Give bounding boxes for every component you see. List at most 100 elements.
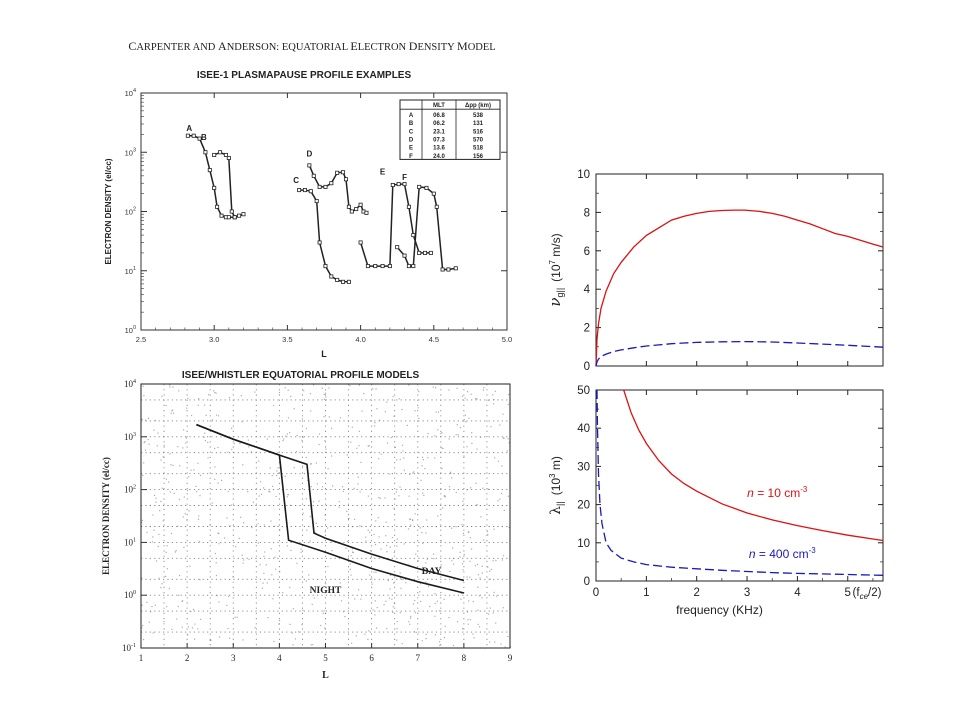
chart4-y-axis-subscript: || <box>555 501 565 506</box>
chart4-x-tick-label: 3 <box>744 587 750 599</box>
chart2-scan-speck <box>432 386 434 388</box>
chart2-scan-speck <box>182 516 184 518</box>
chart2-scan-speck <box>417 560 419 562</box>
chart2-scan-speck <box>350 441 352 443</box>
chart2-scan-speck <box>393 415 395 417</box>
chart1-series-E-point <box>373 264 378 269</box>
chart2-scan-speck <box>427 457 429 459</box>
chart2-scan-speck <box>408 384 410 386</box>
chart2-scan-speck <box>466 576 468 578</box>
chart2-scan-speck <box>179 465 181 467</box>
chart2-scan-speck <box>423 494 425 496</box>
chart2-scan-speck <box>474 565 476 567</box>
chart1-series-F-point <box>417 184 422 189</box>
chart1-series-D-point <box>341 170 346 175</box>
chart2-scan-speck <box>169 491 171 493</box>
chart2-scan-speck <box>239 442 241 444</box>
chart2-scan-speck <box>289 504 292 506</box>
chart2-scan-speck <box>338 501 340 503</box>
chart2-scan-speck <box>371 578 373 580</box>
chart2-scan-speck <box>455 526 457 528</box>
chart2-scan-speck <box>184 513 186 515</box>
chart2-scan-speck <box>462 532 464 534</box>
chart2-scan-speck <box>499 424 501 426</box>
chart2-scan-speck <box>410 524 412 526</box>
chart2-scan-speck <box>420 479 422 481</box>
chart2-scan-speck <box>378 458 380 460</box>
chart1-series-F-label: F <box>402 173 407 182</box>
chart1-series-D-point <box>311 173 316 178</box>
chart2-scan-speck <box>289 432 291 434</box>
chart2-scan-speck <box>368 630 370 632</box>
chart2-scan-speck <box>143 462 145 464</box>
chart2-scan-speck <box>462 563 464 565</box>
chart2-scan-speck <box>324 440 326 442</box>
chart2-scan-speck <box>217 482 219 484</box>
chart2-scan-speck <box>494 457 496 459</box>
chart2-scan-speck <box>324 583 327 585</box>
chart2-scan-speck <box>287 417 290 419</box>
chart2-scan-speck <box>414 599 416 602</box>
chart2-scan-speck <box>468 600 470 602</box>
chart2-scan-speck <box>407 528 410 530</box>
chart2-scan-speck <box>450 472 452 474</box>
chart2-scan-speck <box>386 401 388 403</box>
chart2-scan-speck <box>419 591 421 593</box>
chart2-scan-speck <box>369 574 371 576</box>
chart2-scan-speck <box>181 626 183 628</box>
chart2-scan-speck <box>448 438 450 440</box>
chart2-y-axis-label: ELECTRON DENSITY (el/cc) <box>101 457 111 575</box>
chart2-scan-speck <box>203 404 206 406</box>
chart2-scan-speck <box>369 550 371 552</box>
chart2-scan-speck <box>258 495 260 497</box>
chart2-scan-speck <box>217 446 219 449</box>
chart2-scan-speck <box>456 424 458 426</box>
chart2-scan-speck <box>476 398 478 400</box>
chart2-scan-speck <box>386 628 388 630</box>
chart2-scan-speck <box>234 616 236 618</box>
chart2-scan-speck <box>324 531 326 533</box>
chart2-scan-speck <box>448 616 450 619</box>
chart2-scan-speck <box>385 521 387 523</box>
chart2-scan-speck <box>152 514 154 516</box>
chart2-y-tick-base: 10 <box>124 590 134 600</box>
chart2-scan-speck <box>181 600 183 602</box>
chart1-series-C-point <box>297 188 302 193</box>
chart2-scan-speck <box>452 547 454 549</box>
chart2-scan-speck <box>214 466 216 468</box>
chart2-scan-speck <box>303 390 305 392</box>
chart2-x-tick-label: 7 <box>416 653 421 663</box>
chart3-y-axis-symbol: ν <box>546 298 564 307</box>
chart2-scan-speck <box>390 437 392 439</box>
chart1-y-tick-label: 102 <box>125 207 136 217</box>
chart2-scan-speck <box>467 391 469 393</box>
chart2-scan-speck <box>346 540 348 543</box>
chart4-x-end-label-sub: ce <box>860 592 869 601</box>
chart1-y-tick-base: 10 <box>125 267 133 276</box>
chart2-scan-speck <box>422 459 424 461</box>
chart1-y-tick-label: 100 <box>125 325 136 335</box>
chart2-scan-speck <box>224 537 226 539</box>
chart1-table-cell: C <box>409 129 414 135</box>
chart2-scan-speck <box>443 598 445 600</box>
chart2-scan-speck <box>268 490 270 492</box>
chart2-scan-speck <box>444 625 446 627</box>
chart2-scan-speck <box>264 551 266 553</box>
chart2-scan-speck <box>376 627 378 629</box>
chart2-scan-speck <box>330 455 333 457</box>
chart1-series-F-point <box>440 267 445 272</box>
chart2-scan-speck <box>465 421 467 423</box>
chart2-scan-speck <box>187 634 189 636</box>
chart2-scan-speck <box>279 570 281 573</box>
chart2-scan-speck <box>487 534 489 536</box>
chart2-scan-speck <box>170 412 172 414</box>
chart2-scan-speck <box>350 555 352 557</box>
chart2-scan-speck <box>478 595 480 597</box>
chart4-y-tick-label: 10 <box>577 538 590 550</box>
chart1-series-A-line <box>187 134 235 218</box>
chart2-scan-speck <box>358 430 360 432</box>
chart2-scan-speck <box>221 479 223 481</box>
chart2-scan-speck <box>377 517 379 519</box>
chart2-scan-speck <box>152 632 154 634</box>
chart2-scan-speck <box>425 562 427 564</box>
